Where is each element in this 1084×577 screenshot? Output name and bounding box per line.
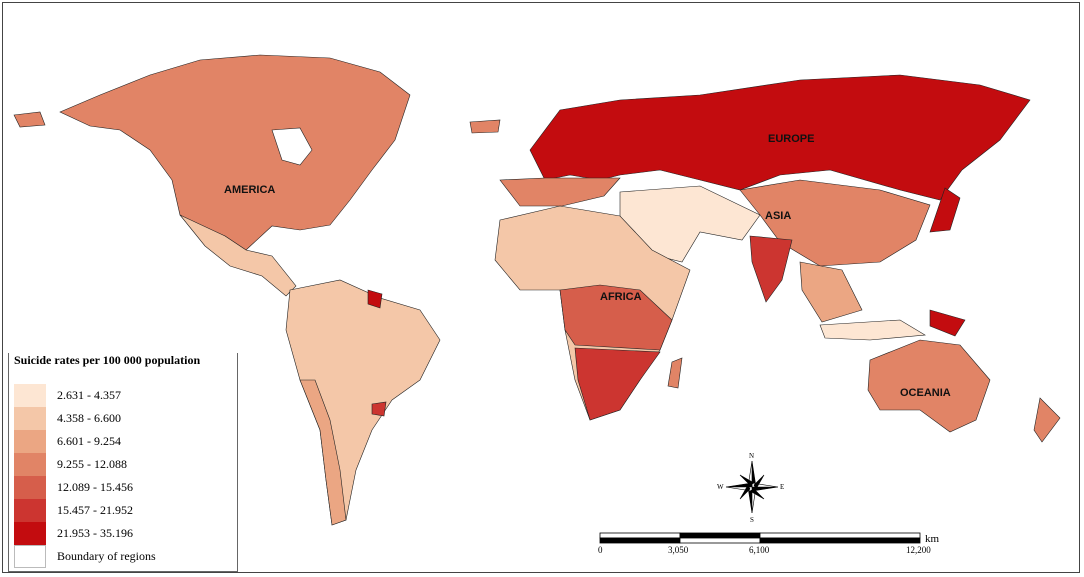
hudson-bay [271,127,313,166]
compass-rose-icon [725,460,779,514]
legend-item: 6.601 - 9.254 [14,430,234,453]
legend-item: 12.089 - 15.456 [14,476,234,499]
compass-w: W [717,483,724,491]
legend-label: 12.089 - 15.456 [57,480,133,494]
legend-swatch [14,384,46,407]
compass-s: S [750,516,754,524]
madagascar [667,357,683,389]
scale-tick-3: 12,200 [906,545,931,555]
legend-item-boundary: Boundary of regions [14,545,234,568]
japan [929,187,961,233]
legend-swatch [14,430,46,453]
legend-swatch [14,453,46,476]
legend-item: 21.953 - 35.196 [14,522,234,545]
legend-label: 9.255 - 12.088 [57,457,127,471]
legend-label: 21.953 - 35.196 [57,526,133,540]
southeast-asia [799,261,863,323]
legend-swatch [14,476,46,499]
greenland-island [469,119,501,134]
western-europe [499,177,621,207]
guyana [367,289,383,309]
central-africa [559,284,673,351]
legend-item: 4.358 - 6.600 [14,407,234,430]
scale-unit: km [925,533,940,545]
compass-n: N [749,452,755,460]
scale-tick-0: 0 [598,545,603,555]
compass-e: E [780,483,785,491]
legend-item: 9.255 - 12.088 [14,453,234,476]
legend-label: 2.631 - 4.357 [57,388,121,402]
legend-swatch-boundary [14,545,46,568]
region-label-africa: AFRICA [600,291,642,303]
scale-tick-1: 3,050 [668,545,689,555]
legend-swatch [14,407,46,430]
legend-swatch [14,522,46,545]
uruguay [371,401,387,417]
north-america [59,54,411,251]
southern-africa [574,347,661,421]
scale-tick-2: 6,100 [749,545,770,555]
legend-item: 2.631 - 4.357 [14,384,234,407]
legend-title: Suicide rates per 100 000 population [14,353,201,367]
scale-bar [599,532,921,544]
legend-label: Boundary of regions [57,549,156,563]
legend-label: 6.601 - 9.254 [57,434,121,448]
region-label-europe: EUROPE [768,133,815,145]
indonesia [819,319,926,341]
legend-label: 4.358 - 6.600 [57,411,121,425]
papua-new-guinea [929,309,966,337]
alaska-west [13,111,46,128]
legend-item: 15.457 - 21.952 [14,499,234,522]
region-label-oceania: OCEANIA [900,387,951,399]
region-label-america: AMERICA [224,184,276,196]
legend: Suicide rates per 100 000 population 2.6… [8,353,238,572]
russia [529,74,1031,201]
south-america-west [299,379,347,526]
region-label-asia: ASIA [765,210,792,222]
legend-swatch [14,499,46,522]
india [749,235,793,303]
new-zealand [1033,397,1061,443]
australia [867,339,991,433]
legend-label: 15.457 - 21.952 [57,503,133,517]
